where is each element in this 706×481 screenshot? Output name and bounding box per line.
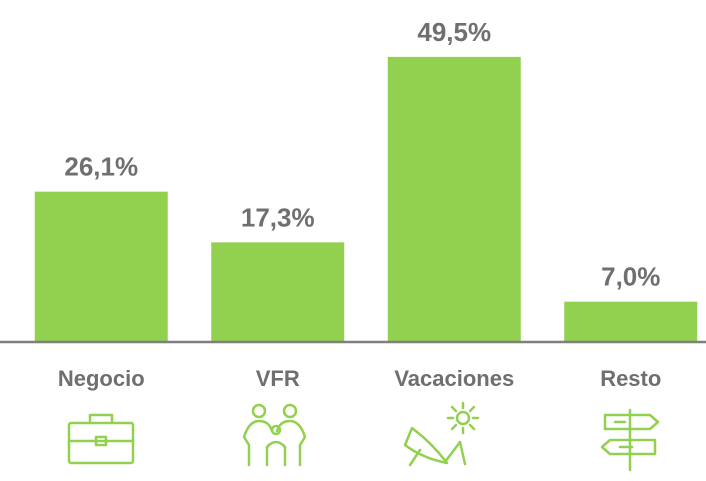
signpost-icon xyxy=(600,408,660,472)
x-tick-label: Negocio xyxy=(58,366,145,391)
value-label: 17,3% xyxy=(241,202,315,232)
deckchair-icon xyxy=(403,401,480,467)
bar xyxy=(34,191,168,342)
value-label: 26,1% xyxy=(64,152,138,182)
x-tick-label: Resto xyxy=(600,366,661,391)
bars xyxy=(34,56,698,342)
x-tick-label: Vacaciones xyxy=(394,366,514,391)
bar xyxy=(564,301,698,342)
briefcase-icon xyxy=(67,413,135,465)
value-label: 7,0% xyxy=(601,262,660,292)
value-label: 49,5% xyxy=(417,17,491,47)
family-icon xyxy=(242,403,307,467)
x-tick-label: VFR xyxy=(256,366,300,391)
bar xyxy=(211,242,345,342)
bar xyxy=(387,56,521,342)
